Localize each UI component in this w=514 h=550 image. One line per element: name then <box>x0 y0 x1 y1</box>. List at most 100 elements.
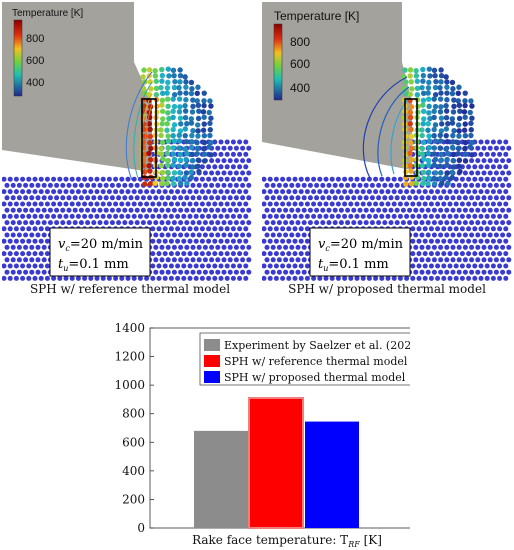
particle <box>44 176 50 182</box>
particle <box>397 176 403 182</box>
particle <box>437 138 444 144</box>
particle <box>466 226 472 232</box>
particle <box>469 257 475 263</box>
particle <box>267 238 273 244</box>
particle <box>456 157 463 163</box>
particle <box>177 90 183 96</box>
particle <box>462 232 468 238</box>
particle <box>29 182 35 188</box>
particle <box>335 201 341 207</box>
particle <box>207 127 213 133</box>
particle <box>314 220 320 226</box>
particle <box>404 275 410 281</box>
particle <box>182 132 188 139</box>
particle <box>215 257 221 263</box>
particle <box>270 244 276 250</box>
particle <box>379 275 385 281</box>
particle <box>199 164 205 170</box>
particle <box>128 182 134 188</box>
particle <box>379 213 385 219</box>
particle <box>32 176 38 182</box>
particle <box>443 74 449 80</box>
particle <box>209 158 215 164</box>
particle <box>32 201 38 207</box>
particle <box>128 195 134 201</box>
particle <box>407 121 413 127</box>
particle <box>159 180 165 187</box>
particle <box>170 162 177 168</box>
particle <box>292 176 298 182</box>
particle <box>307 207 313 213</box>
particle <box>413 207 419 213</box>
particle <box>233 269 239 275</box>
particle <box>194 139 200 146</box>
particle <box>441 226 447 232</box>
particle <box>425 90 431 96</box>
particle <box>295 257 301 263</box>
particle <box>431 145 437 151</box>
particle <box>456 84 462 90</box>
particle <box>125 189 131 195</box>
particle <box>85 182 91 188</box>
particle <box>159 232 165 238</box>
particle <box>164 180 170 187</box>
particle <box>449 169 455 175</box>
particle <box>44 263 50 269</box>
particle <box>178 232 184 238</box>
particle <box>207 120 213 127</box>
particle <box>304 251 310 257</box>
particle <box>447 275 453 281</box>
particle <box>171 103 178 110</box>
particle <box>332 220 338 226</box>
particle <box>301 182 307 188</box>
particle <box>431 162 438 168</box>
particle <box>481 145 487 151</box>
particle <box>487 158 493 164</box>
particle <box>298 189 304 195</box>
particle <box>171 232 177 238</box>
y-tick-label: 800 <box>122 407 145 421</box>
particle <box>420 102 426 108</box>
colorbar-tick: 600 <box>26 55 44 67</box>
particle <box>451 103 457 110</box>
particle <box>443 174 449 181</box>
particle <box>184 195 190 201</box>
particle <box>462 207 468 213</box>
particle <box>276 195 282 201</box>
particle <box>97 207 103 213</box>
particle <box>243 164 249 170</box>
particle <box>134 207 140 213</box>
particle <box>425 157 432 164</box>
particle <box>131 213 137 219</box>
particle <box>273 263 279 269</box>
particle <box>88 201 94 207</box>
particle <box>467 144 473 150</box>
particle <box>450 257 456 263</box>
particle <box>212 251 218 257</box>
particle <box>478 151 484 157</box>
particle <box>189 132 195 139</box>
particle <box>29 220 35 226</box>
particle <box>196 244 202 250</box>
particle <box>264 232 270 238</box>
particle <box>420 175 427 182</box>
particle <box>379 176 385 182</box>
particle <box>493 158 499 164</box>
particle <box>171 122 178 128</box>
particle <box>190 103 196 110</box>
particle <box>450 244 456 250</box>
particle <box>215 269 221 275</box>
particle <box>270 195 276 201</box>
particle <box>125 213 131 219</box>
particle <box>363 182 369 188</box>
particle <box>212 176 218 182</box>
particle <box>438 269 444 275</box>
particle <box>453 176 459 182</box>
particle <box>4 182 10 188</box>
particle <box>469 232 475 238</box>
particle <box>286 176 292 182</box>
particle <box>189 139 195 145</box>
particle <box>289 269 295 275</box>
particle <box>407 114 414 121</box>
